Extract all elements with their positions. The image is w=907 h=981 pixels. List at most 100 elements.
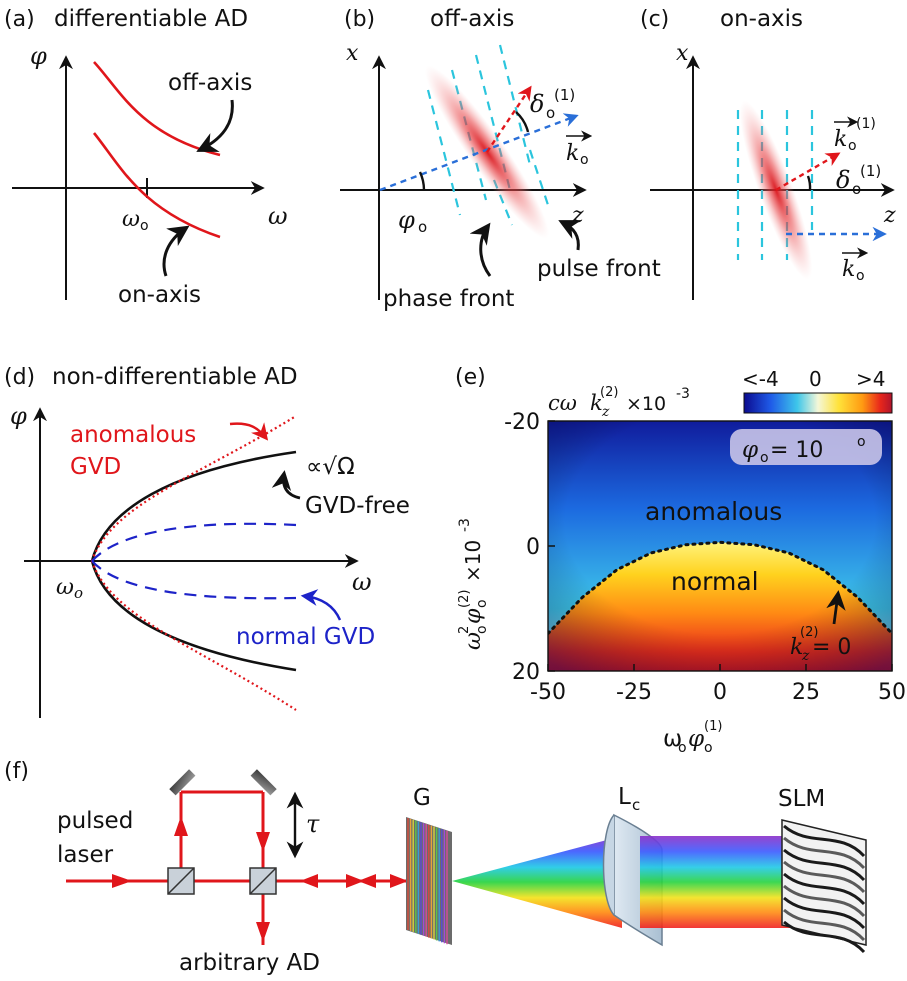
beam-arrowhead: [390, 874, 408, 888]
panel-c-delta-sub: o: [852, 180, 861, 198]
panel-b-delta-arc: [515, 111, 530, 133]
panel-a-label-off: off-axis: [168, 70, 252, 96]
xlabel-sub: o: [678, 740, 687, 756]
panel-b-phase-arrow: [469, 222, 492, 277]
ylabel-phi-sub: o: [474, 599, 490, 608]
panel-d-normal-arrow: [300, 589, 342, 621]
phi-box-deg: o: [857, 434, 866, 450]
panel-c-tag: (c): [640, 7, 669, 32]
panel-d-gvd-free: GVD-free: [305, 493, 410, 519]
slm-fringe: [783, 824, 866, 858]
panel-c-title: on-axis: [720, 6, 803, 32]
panel-a-off-arrow: [196, 99, 234, 152]
splitter-diagonal: [167, 867, 195, 895]
panel-a-tag: (a): [4, 7, 35, 32]
panel-d-prop: ∝√Ω: [306, 454, 355, 480]
beam-arrowhead: [174, 816, 188, 836]
cb-title-k: k: [590, 391, 603, 415]
arbitrary-ad-label: arbitrary AD: [179, 950, 320, 976]
beam-splitter-2: [249, 867, 277, 895]
dispersion-fan: [452, 836, 622, 928]
grating-label: G: [413, 785, 431, 811]
panel-c-z-label: z: [883, 203, 896, 228]
panel-d-normal-label: normal GVD: [236, 624, 375, 650]
xlabel-sup: (1): [704, 719, 722, 734]
slm-fringe: [783, 860, 866, 894]
x-tick-label: -50: [530, 680, 566, 705]
x-tick-label: 0: [713, 680, 727, 705]
colorbar: [743, 392, 893, 414]
beam-arrowhead: [256, 922, 270, 942]
colorbar-tick-min: <-4: [742, 367, 779, 391]
ylabel-phi: φ: [461, 608, 486, 624]
kz-label: k: [790, 635, 803, 660]
xlabel-omega: ω: [663, 726, 682, 752]
panel-b-phi: φ: [398, 206, 415, 234]
panel-c-delta-sup: (1): [860, 162, 881, 180]
grating: [406, 817, 452, 945]
panel-b-phi-sub: o: [418, 218, 427, 236]
mirror-left: [169, 769, 196, 796]
panel-c-k2: k: [842, 257, 855, 282]
beam-arrowhead: [300, 874, 318, 888]
pulsed-label: pulsed: [57, 808, 133, 834]
panel-c-delta-arc: [806, 175, 812, 191]
cb-title-c-omega: cω: [548, 391, 577, 415]
panel-a-tick-omega: ω: [122, 207, 140, 232]
panel-a-off-axis-curve: [93, 61, 221, 157]
panel-b-tag: (b): [344, 7, 375, 32]
panel-d-anomalous-arrow: [229, 422, 269, 441]
colorbar-tick-max: >4: [856, 367, 885, 391]
panel-d-tag: (d): [4, 365, 35, 390]
panel-c: (c) on-axis x z k o (1) δ o (1) k o: [640, 6, 896, 300]
panel-d-omega-o-sub: o: [74, 584, 83, 602]
panel-d-anomalous-label: anomalous: [70, 422, 196, 448]
panel-b: (b) off-axis x z φ o δ o (1) k o phase f…: [340, 6, 661, 312]
cb-title-exp: -3: [676, 386, 690, 402]
kz-tail: = 0: [812, 635, 851, 660]
panel-d-normal-lower: [91, 560, 297, 600]
slm-fringe: [783, 836, 866, 870]
mirror-right: [250, 769, 277, 796]
slm-fringe: [783, 884, 866, 918]
panel-b-x-label: x: [346, 41, 359, 66]
panel-b-delta-sub: o: [546, 104, 555, 122]
slm-fringe: [783, 908, 866, 942]
heatmap-y-label: ω o 2 φ o (2) ×10 -3: [457, 518, 490, 650]
x-tick-label: 50: [878, 680, 906, 705]
lens-label-sub: c: [632, 796, 640, 814]
panel-d-gvd-free-lower: [90, 560, 297, 672]
panel-b-delta-vector: [486, 85, 532, 153]
panel-b-pulse-arrow: [558, 220, 582, 251]
panel-a-x-label: ω: [268, 202, 288, 230]
slm-fringe: [783, 920, 866, 954]
grating-lines: [407, 818, 448, 945]
phase-front-line: [528, 149, 550, 206]
ylabel-exp: -3: [457, 518, 473, 532]
panel-b-z-label: z: [571, 203, 584, 228]
lens-face: [602, 814, 615, 916]
xlabel-phi: φ: [688, 726, 705, 752]
ylabel-omega-sup: 2: [457, 626, 472, 634]
phase-front-line: [498, 44, 532, 166]
panel-b-phase-label: phase front: [383, 286, 514, 312]
lens-label: L: [618, 784, 631, 810]
beam-arrowhead: [256, 832, 270, 852]
slm-label: SLM: [778, 786, 825, 812]
ylabel-omega: ω: [461, 632, 486, 650]
panel-b-pulse-label: pulse front: [537, 256, 661, 282]
panel-a: (a) differentiable AD φ ω ω o off-axis o…: [4, 6, 288, 308]
cb-title-tail: ×10: [626, 393, 666, 415]
panel-a-y-label: φ: [30, 42, 47, 70]
phi-box-phi: φ: [742, 437, 759, 463]
panel-c-k-sub: o: [848, 138, 857, 154]
panel-c-x-label: x: [676, 41, 689, 66]
slm-fringe: [783, 896, 866, 930]
x-tick-label: 25: [792, 680, 820, 705]
panel-a-tick-sub: o: [140, 218, 149, 234]
panel-b-k-sub: o: [580, 152, 589, 168]
panel-d-x-label: ω: [352, 568, 372, 596]
beam-arrowhead: [358, 874, 376, 888]
heatmap-x-ticks: -50 -25 0 25 50: [530, 664, 906, 705]
